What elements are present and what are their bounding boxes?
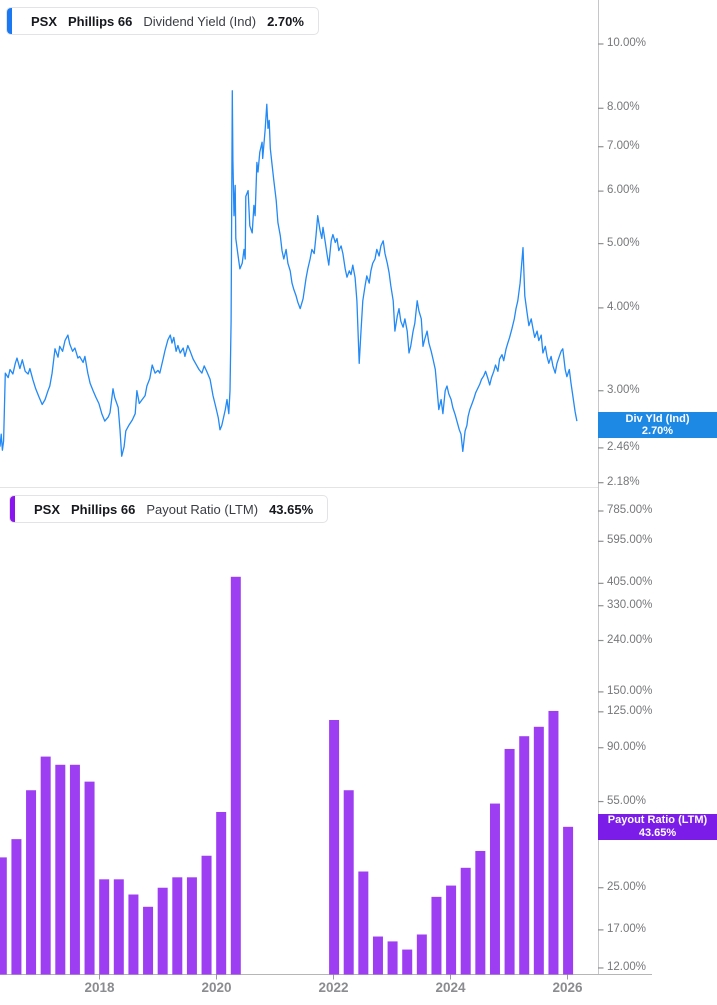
company-name: Phillips 66 — [68, 13, 133, 29]
y-axis-tick-label: 8.00% — [607, 101, 640, 114]
payout-ratio-bar[interactable] — [69, 764, 80, 975]
badge-metric-label: Div Yld (Ind) — [625, 412, 690, 425]
y-axis-tick-label: 785.00% — [607, 504, 653, 516]
metric-name: Payout Ratio (LTM) — [146, 501, 259, 517]
y-axis-tick-label: 405.00% — [607, 576, 653, 589]
payout-ratio-bar[interactable] — [0, 857, 7, 975]
payout-ratio-bar[interactable] — [230, 576, 241, 975]
payout-last-value-badge: Payout Ratio (LTM) 43.65% — [598, 813, 717, 840]
payout-ratio-bar[interactable] — [329, 719, 340, 975]
y-axis-tick-label: 150.00% — [607, 684, 653, 697]
x-axis-year-label: 2026 — [552, 980, 583, 995]
payout-ratio-bar[interactable] — [11, 839, 22, 975]
x-axis-year-label: 2024 — [435, 980, 466, 995]
y-axis-tick-label: 90.00% — [607, 740, 647, 753]
yield-legend-chip[interactable]: PSX Phillips 66 Dividend Yield (Ind) 2.7… — [6, 7, 319, 35]
ticker-symbol: PSX — [31, 13, 58, 29]
x-axis-year-label: 2022 — [318, 980, 349, 995]
y-axis-tick-label: 2.18% — [607, 475, 640, 488]
y-axis-tick-label: 5.00% — [607, 236, 640, 249]
payout-ratio-bar[interactable] — [372, 936, 383, 975]
payout-ratio-bar[interactable] — [358, 871, 369, 975]
payout-ratio-bar[interactable] — [402, 949, 413, 975]
y-axis-tick-label: 7.00% — [607, 139, 640, 152]
payout-ratio-bar[interactable] — [460, 867, 471, 975]
badge-metric-label: Payout Ratio (LTM) — [607, 814, 708, 827]
payout-ratio-bar[interactable] — [40, 756, 51, 975]
badge-metric-value: 43.65% — [638, 826, 677, 839]
payout-ratio-bar[interactable] — [504, 748, 515, 975]
payout-ratio-bar[interactable] — [99, 879, 110, 975]
payout-ratio-bar[interactable] — [113, 879, 124, 975]
y-axis-tick-label: 330.00% — [607, 598, 653, 611]
y-axis-tick-label: 2.46% — [607, 440, 640, 453]
y-axis-tick-label: 6.00% — [607, 184, 640, 197]
y-axis-tick-label: 595.00% — [607, 534, 653, 547]
payout-ratio-bar[interactable] — [216, 811, 227, 975]
x-axis-year-label: 2018 — [84, 980, 115, 995]
y-axis-tick-label: 12.00% — [607, 960, 647, 973]
payout-ratio-bar[interactable] — [446, 885, 457, 975]
badge-metric-value: 2.70% — [641, 425, 674, 438]
payout-ratio-bar[interactable] — [172, 877, 183, 975]
payout-ratio-bar[interactable] — [55, 764, 66, 975]
payout-ratio-bar[interactable] — [519, 736, 530, 975]
payout-ratio-bar[interactable] — [143, 906, 154, 975]
y-axis-tick-label: 4.00% — [607, 300, 640, 313]
payout-ratio-bar[interactable] — [128, 894, 139, 975]
payout-ratio-bar[interactable] — [157, 887, 168, 975]
payout-ratio-bar[interactable] — [416, 934, 427, 975]
y-axis-tick-label: 55.00% — [607, 794, 647, 807]
company-name: Phillips 66 — [71, 501, 136, 517]
payout-ratio-bar[interactable] — [84, 781, 95, 975]
payout-ratio-bar[interactable] — [431, 896, 442, 975]
y-axis-tick-label: 17.00% — [607, 922, 647, 935]
payout-ratio-bar[interactable] — [387, 941, 398, 975]
metric-value: 43.65% — [269, 501, 314, 517]
y-axis-tick-label: 240.00% — [607, 633, 653, 646]
y-axis-tick-label: 25.00% — [607, 880, 647, 893]
dividend-yield-line[interactable] — [0, 90, 578, 457]
payout-ratio-bar[interactable] — [201, 855, 212, 975]
metric-name: Dividend Yield (Ind) — [143, 13, 257, 29]
payout-accent-bar — [10, 496, 15, 522]
payout-ratio-bar[interactable] — [489, 803, 500, 975]
payout-ratio-bar[interactable] — [475, 850, 486, 975]
payout-legend-chip[interactable]: PSX Phillips 66 Payout Ratio (LTM) 43.65… — [9, 495, 329, 523]
yield-accent-bar — [7, 8, 12, 34]
payout-ratio-bar[interactable] — [186, 877, 197, 975]
payout-ratio-bar[interactable] — [533, 726, 544, 975]
metric-value: 2.70% — [267, 13, 304, 29]
ticker-symbol: PSX — [34, 501, 61, 517]
y-axis-tick-label: 125.00% — [607, 704, 653, 717]
payout-ratio-bar[interactable] — [563, 826, 574, 975]
x-axis-year-label: 2020 — [201, 980, 232, 995]
payout-ratio-bar[interactable] — [26, 790, 37, 975]
y-axis-tick-label: 10.00% — [607, 37, 647, 49]
y-axis-tick-label: 3.00% — [607, 383, 640, 396]
payout-ratio-bar[interactable] — [343, 790, 354, 975]
yield-last-value-badge: Div Yld (Ind) 2.70% — [598, 412, 717, 439]
payout-ratio-bar[interactable] — [548, 710, 559, 975]
